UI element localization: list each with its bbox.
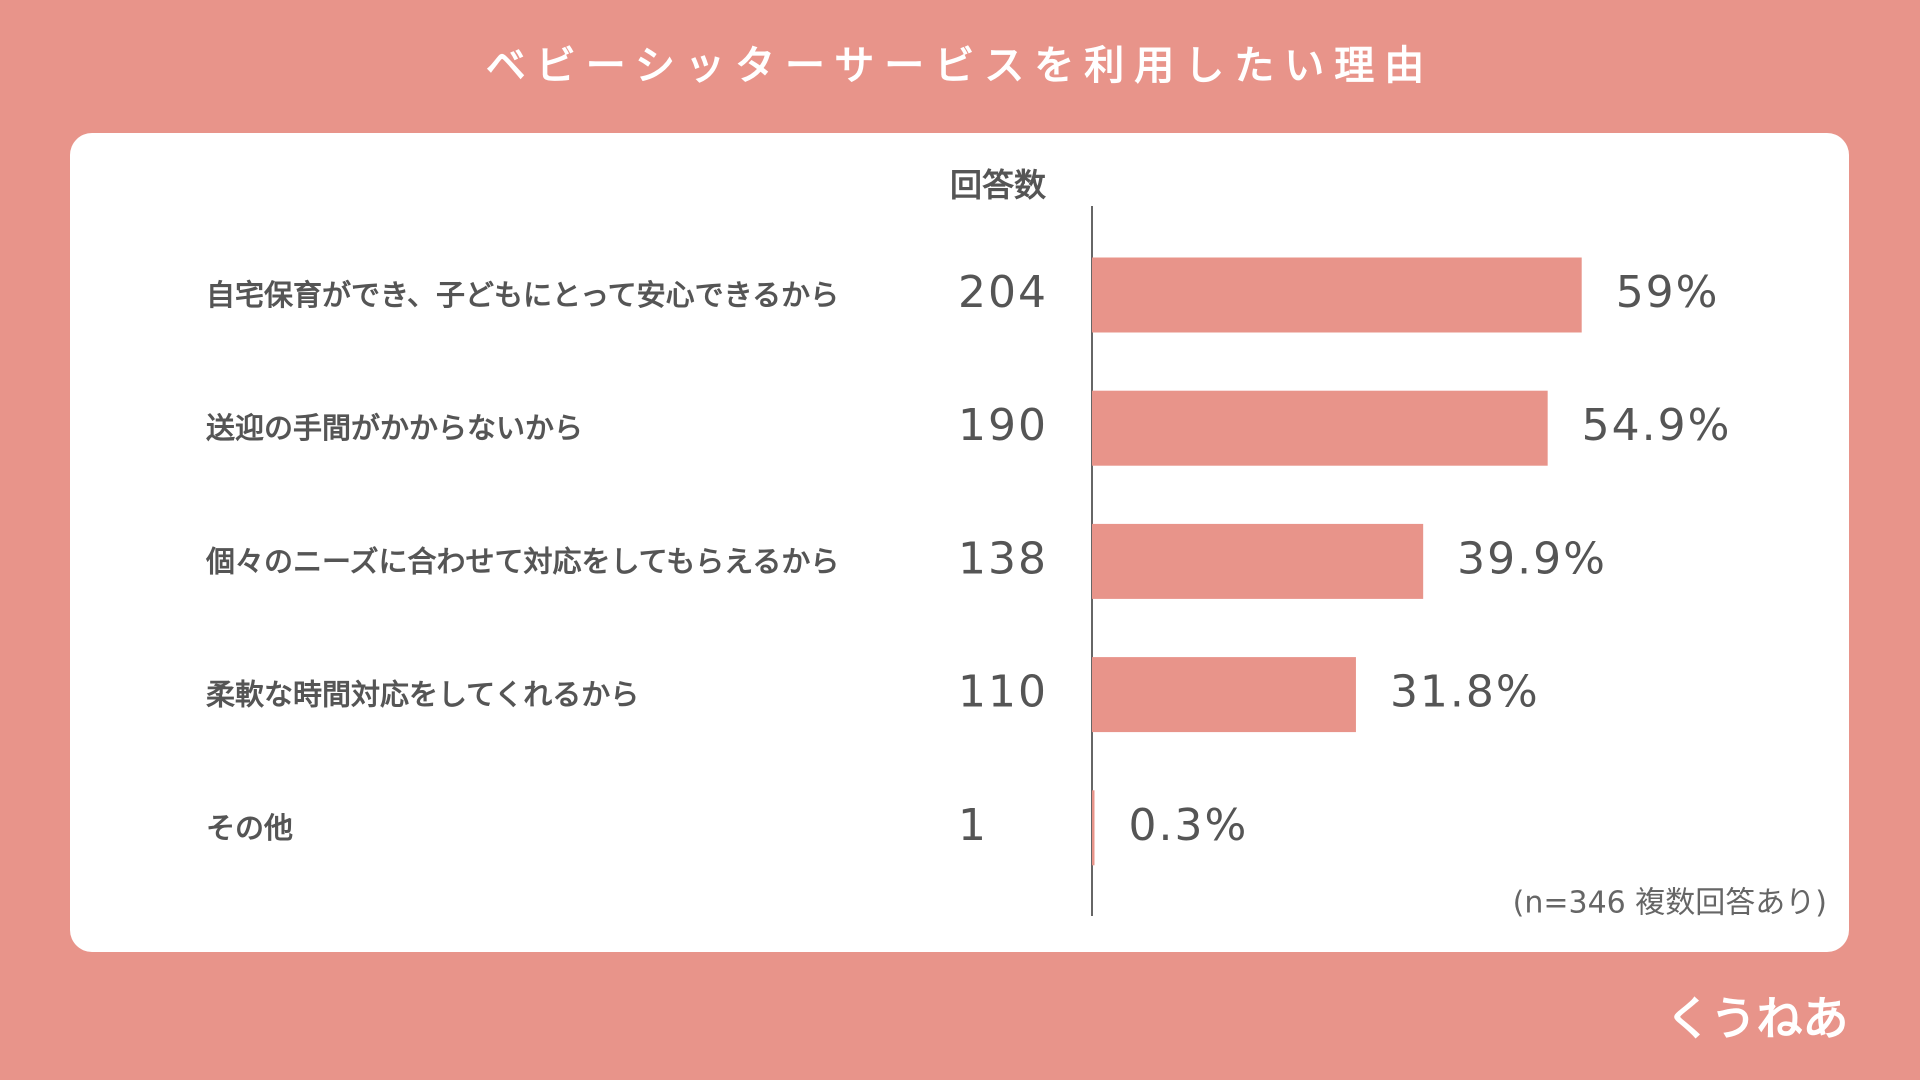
value-label: 59%	[1616, 267, 1720, 318]
bar	[1092, 257, 1582, 333]
count-label: 138	[958, 533, 1048, 584]
logo: くうねあ	[1665, 992, 1848, 1046]
chart-title: ベビーシッターサービスを利用したい理由	[486, 43, 1434, 89]
category-label: 個々のニーズに合わせて対応をしてもらえるから	[205, 544, 839, 578]
count-label: 204	[958, 267, 1048, 318]
value-label: 0.3%	[1128, 800, 1248, 851]
bar	[1092, 390, 1548, 466]
count-header: 回答数	[950, 166, 1047, 204]
category-label: 自宅保育ができ、子どもにとって安心できるから	[206, 278, 839, 312]
note: (n=346 複数回答あり)	[1513, 886, 1827, 921]
value-label: 39.9%	[1457, 533, 1607, 584]
category-label: 送迎の手間がかからないから	[206, 411, 583, 445]
count-label: 1	[958, 800, 988, 851]
value-label: 54.9%	[1582, 400, 1732, 451]
bar	[1092, 790, 1095, 866]
bar	[1092, 657, 1356, 733]
bar	[1092, 523, 1424, 599]
category-label: 柔軟な時間対応をしてくれるから	[206, 678, 639, 712]
count-label: 110	[958, 667, 1048, 718]
card	[70, 133, 1849, 952]
count-label: 190	[958, 400, 1048, 451]
category-label: その他	[206, 811, 293, 845]
value-label: 31.8%	[1390, 667, 1540, 718]
